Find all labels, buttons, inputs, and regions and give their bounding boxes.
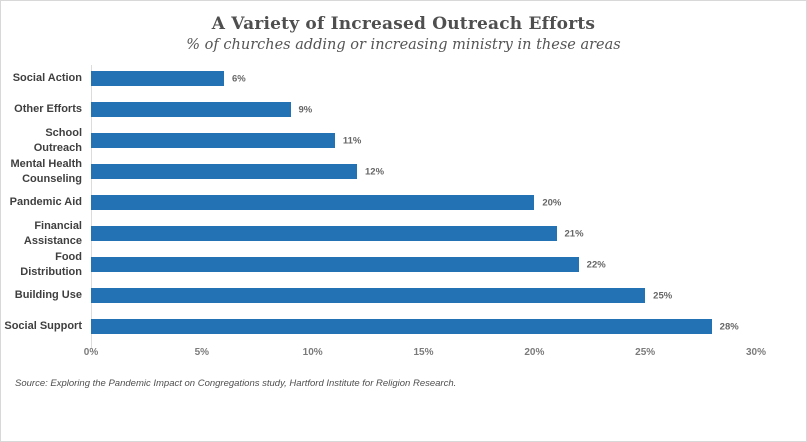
bar-track: 21% bbox=[91, 226, 756, 241]
value-label: 12% bbox=[365, 166, 385, 177]
bar bbox=[91, 71, 224, 86]
bar bbox=[91, 164, 357, 179]
chart-row: Other Efforts 9% bbox=[1, 94, 806, 125]
x-tick-label: 30% bbox=[745, 347, 767, 358]
source-note: Source: Exploring the Pandemic Impact on… bbox=[15, 378, 457, 389]
x-tick-label: 0% bbox=[83, 347, 99, 358]
bar-track: 11% bbox=[91, 133, 756, 148]
value-label: 9% bbox=[298, 104, 313, 115]
bar-track: 12% bbox=[91, 164, 756, 179]
bar-track: 25% bbox=[91, 288, 756, 303]
chart-header: A Variety of Increased Outreach Efforts … bbox=[1, 1, 806, 55]
bar bbox=[91, 133, 335, 148]
bar-track: 20% bbox=[91, 195, 756, 210]
chart-row: Financial Assistance 21% bbox=[1, 218, 806, 249]
chart-row: Social Action 6% bbox=[1, 63, 806, 94]
category-label: Social Support bbox=[4, 320, 82, 333]
chart-rows: Social Action 6% Other Efforts 9% School Out… bbox=[1, 63, 806, 342]
value-label: 25% bbox=[653, 290, 673, 301]
category-label: Mental Health Counseling bbox=[10, 158, 82, 185]
x-tick-label: 15% bbox=[413, 347, 434, 358]
bar bbox=[91, 257, 579, 272]
chart-row: Building Use 25% bbox=[1, 280, 806, 311]
x-axis: 0% 5% 10% 15% 20% 25% 30% bbox=[84, 345, 766, 363]
value-label: 22% bbox=[586, 259, 606, 270]
x-tick-label: 5% bbox=[194, 347, 210, 358]
bar bbox=[91, 195, 535, 210]
category-label: Pandemic Aid bbox=[9, 196, 82, 209]
page-subtitle: % of churches adding or increasing minis… bbox=[186, 37, 621, 53]
bar-chart: Social Action 6% Other Efforts 9% School Out… bbox=[1, 63, 806, 363]
bar bbox=[91, 226, 557, 241]
bar-track: 6% bbox=[91, 71, 756, 86]
category-label: Financial Assistance bbox=[23, 220, 82, 247]
chart-row: Social Support 28% bbox=[1, 311, 806, 342]
page-title: A Variety of Increased Outreach Efforts bbox=[211, 14, 596, 34]
value-label: 21% bbox=[564, 228, 584, 239]
x-tick-label: 20% bbox=[524, 347, 545, 358]
chart-row: Food Distribution 22% bbox=[1, 249, 806, 280]
chart-row: Mental Health Counseling 12% bbox=[1, 156, 806, 187]
bar bbox=[91, 288, 646, 303]
category-label: Social Action bbox=[12, 72, 82, 85]
bar-track: 28% bbox=[91, 319, 756, 334]
chart-row: Pandemic Aid 20% bbox=[1, 187, 806, 218]
value-label: 20% bbox=[542, 197, 562, 208]
category-label: Food Distribution bbox=[20, 251, 82, 278]
bar-track: 22% bbox=[91, 257, 756, 272]
x-tick-label: 10% bbox=[302, 347, 323, 358]
category-label: Building Use bbox=[14, 289, 82, 302]
x-tick-label: 25% bbox=[635, 347, 656, 358]
value-label: 28% bbox=[719, 321, 739, 332]
value-label: 6% bbox=[232, 73, 246, 84]
bar bbox=[91, 102, 291, 117]
category-label: Other Efforts bbox=[14, 103, 82, 116]
bar-track: 9% bbox=[91, 102, 756, 117]
category-label: School Outreach bbox=[33, 127, 82, 154]
bar bbox=[91, 319, 712, 334]
value-label: 11% bbox=[342, 135, 362, 146]
chart-row: School Outreach 11% bbox=[1, 125, 806, 156]
